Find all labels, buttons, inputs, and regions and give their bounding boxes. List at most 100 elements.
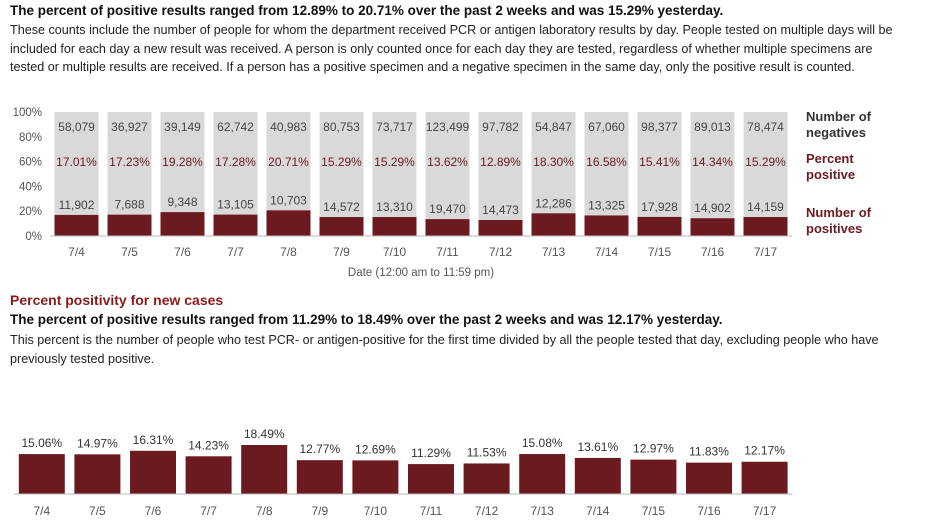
x-tick-label: 7/11 [436, 245, 459, 259]
positive-bar [531, 213, 576, 236]
positive-bar [319, 217, 364, 236]
y-tick-label: 60% [19, 157, 42, 169]
positive-count-label: 17,928 [641, 200, 678, 214]
positivity-value-label: 16.31% [133, 433, 174, 447]
legend-negatives: Number of negatives [806, 109, 872, 140]
positive-bar [743, 217, 788, 236]
negative-bar [584, 112, 629, 216]
positivity-value-label: 11.53% [467, 445, 507, 459]
x-tick-label: 7/4 [33, 504, 50, 518]
x-tick-label: 7/12 [489, 245, 513, 259]
positive-count-label: 9,348 [167, 195, 197, 209]
positivity-bar [185, 456, 232, 494]
positive-bar [107, 214, 152, 236]
positivity-value-label: 11.29% [411, 446, 451, 460]
x-tick-label: 7/5 [89, 504, 106, 518]
percent-positive-label: 13.62% [427, 155, 468, 169]
positive-count-label: 10,703 [270, 193, 307, 207]
x-tick-label: 7/8 [280, 245, 297, 259]
positivity-value-label: 12.77% [299, 442, 340, 456]
negative-count-label: 40,983 [270, 120, 307, 134]
positivity-value-label: 18.49% [244, 427, 285, 441]
x-tick-label: 7/9 [333, 245, 350, 259]
negative-count-label: 67,060 [588, 120, 625, 134]
x-tick-label: 7/16 [697, 504, 721, 518]
positivity-bar [241, 445, 288, 494]
positive-bar [160, 212, 205, 236]
positivity-bar [741, 461, 788, 494]
negative-bar [107, 112, 152, 215]
negative-count-label: 54,847 [535, 120, 572, 134]
positivity-bar [463, 463, 510, 494]
positive-count-label: 12,286 [535, 196, 572, 210]
positive-bar [690, 218, 735, 236]
percent-positive-label: 17.28% [215, 155, 256, 169]
positive-count-label: 13,105 [217, 198, 254, 212]
positive-bar [425, 219, 470, 236]
percent-positive-label: 15.29% [745, 155, 786, 169]
positivity-bar [630, 459, 677, 494]
negative-bar [743, 112, 788, 218]
x-tick-label: 7/17 [754, 245, 778, 259]
positivity-bar [18, 454, 65, 494]
negative-bar [425, 112, 470, 220]
negative-bar [372, 112, 417, 218]
x-tick-label: 7/14 [595, 245, 619, 259]
positivity-bar [296, 460, 343, 494]
percent-positive-label: 12.89% [480, 155, 521, 169]
positivity-bar [74, 454, 121, 494]
positivity-value-label: 14.97% [77, 436, 118, 450]
positive-count-label: 14,159 [747, 200, 784, 214]
positive-bar [372, 217, 417, 236]
negative-bar [478, 112, 523, 221]
x-tick-label: 7/7 [200, 504, 217, 518]
negative-count-label: 62,742 [217, 120, 254, 134]
positive-bar [54, 214, 99, 236]
positivity-value-label: 13.61% [577, 440, 618, 454]
negative-count-label: 39,149 [164, 120, 201, 134]
negative-bar [266, 112, 311, 211]
percent-positive-label: 16.58% [586, 155, 627, 169]
negative-count-label: 123,499 [426, 120, 470, 134]
legend-percent-positive: Percent positive [806, 151, 855, 182]
bottom-description: This percent is the number of people who… [10, 333, 879, 366]
positive-count-label: 11,902 [59, 198, 95, 212]
stacked-testing-chart: 0% 20% 40% 60% 80% 100% 58,079 17.01% 11,902 7/4 3… [13, 107, 872, 279]
negative-count-label: 73,717 [376, 120, 413, 134]
percent-positive-label: 15.29% [321, 155, 362, 169]
x-tick-label: 7/10 [383, 245, 407, 259]
percent-positive-label: 17.23% [109, 155, 150, 169]
positive-bar [213, 214, 258, 236]
negative-bar [690, 112, 735, 219]
y-tick-label: 20% [19, 206, 42, 218]
section-title: Percent positivity for new cases [10, 292, 224, 308]
positive-bar [584, 215, 629, 236]
positivity-bar [519, 454, 566, 494]
percent-positive-label: 17.01% [56, 155, 97, 169]
percent-positive-label: 15.41% [639, 155, 680, 169]
negative-bar [531, 112, 576, 214]
positivity-bar [130, 450, 176, 494]
positive-count-label: 14,572 [323, 200, 360, 214]
x-tick-label: 7/12 [475, 504, 499, 518]
x-tick-label: 7/17 [753, 504, 777, 518]
new-case-positivity-chart: 15.06% 7/4 14.97% 7/5 16.31% 7/6 14.23% 7/7 18.4… [14, 427, 793, 518]
x-tick-label: 7/4 [68, 245, 85, 259]
x-tick-label: 7/11 [420, 504, 443, 518]
x-axis-title: Date (12:00 am to 11:59 pm) [348, 267, 494, 279]
positive-bar [478, 220, 523, 236]
x-tick-label: 7/9 [311, 504, 328, 518]
positivity-bar [574, 457, 621, 494]
positive-count-label: 19,470 [429, 202, 466, 216]
negative-count-label: 36,927 [111, 120, 148, 134]
x-tick-label: 7/13 [531, 504, 555, 518]
negative-count-label: 98,377 [641, 120, 678, 134]
percent-positive-label: 19.28% [162, 155, 203, 169]
y-tick-label: 100% [13, 107, 42, 119]
positive-bar [637, 216, 682, 236]
x-tick-label: 7/6 [145, 504, 162, 518]
x-tick-label: 7/6 [174, 245, 191, 259]
percent-positive-label: 14.34% [692, 155, 733, 169]
positivity-value-label: 14.23% [188, 438, 229, 452]
positive-count-label: 13,310 [376, 200, 413, 214]
